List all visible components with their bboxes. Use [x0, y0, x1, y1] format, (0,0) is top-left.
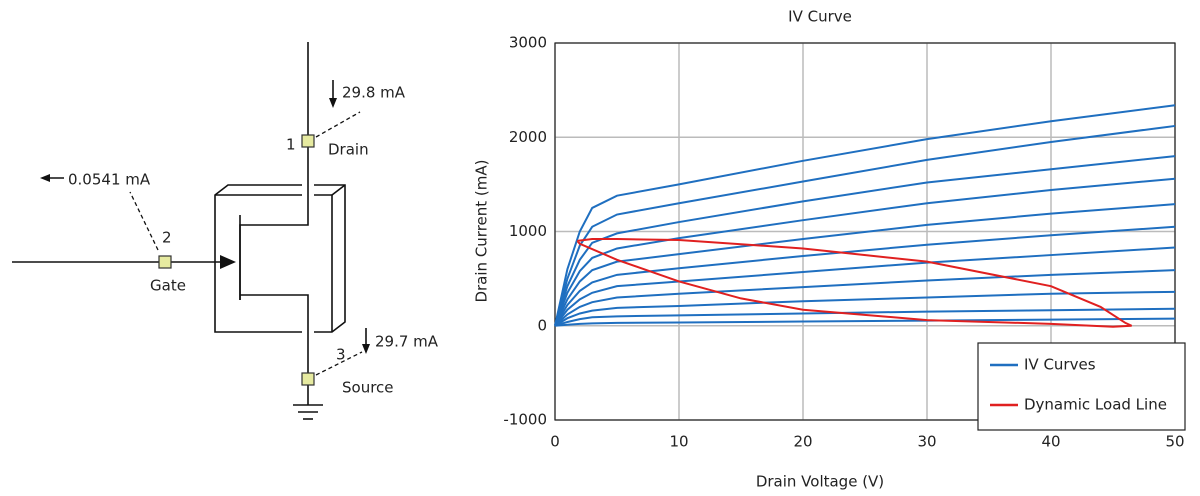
channel — [240, 294, 309, 340]
y-tick-label: 0 — [537, 316, 547, 334]
x-tick-label: 50 — [1165, 433, 1184, 451]
curve — [554, 177, 1176, 327]
x-tick-label: 40 — [1041, 433, 1060, 451]
curve — [554, 246, 1176, 327]
y-axis-label: Drain Current (mA) — [473, 159, 491, 302]
y-tick-label: 3000 — [509, 34, 547, 52]
pin-label: Source — [342, 379, 394, 397]
x-tick-label: 20 — [793, 433, 812, 451]
leader — [315, 351, 363, 376]
transistor-body — [214, 184, 346, 333]
circuit: 29.8 mA 0.0541 mA 29.7 mA 1 Drain 2 Gate… — [12, 42, 439, 420]
curve — [554, 307, 1176, 327]
y-tick-label: -1000 — [503, 411, 547, 429]
x-axis-label: Drain Voltage (V) — [756, 473, 884, 491]
chart-title: IV Curve — [788, 8, 852, 26]
wire-gap — [302, 180, 314, 340]
pin — [301, 372, 315, 386]
plot-frame — [554, 42, 1176, 421]
pin — [158, 255, 172, 269]
body-edge — [331, 184, 346, 196]
curve — [554, 124, 1176, 327]
leader — [315, 111, 361, 138]
curve — [554, 155, 1176, 327]
current-arrow — [40, 174, 50, 182]
pin-label: Drain — [328, 141, 369, 159]
current-label: 29.8 mA — [342, 84, 406, 102]
curve — [554, 317, 1176, 327]
legend-label: IV Curves — [1024, 356, 1096, 374]
pin-number: 2 — [162, 229, 172, 247]
y-tick-label: 2000 — [509, 128, 547, 146]
curve — [554, 225, 1176, 327]
pin-number: 3 — [336, 346, 346, 364]
curve — [554, 269, 1176, 327]
current-arrow — [362, 344, 370, 354]
curve — [554, 203, 1176, 327]
chart: IV Curve Drain Voltage (V) Drain Current… — [473, 8, 885, 491]
x-tick-label: 30 — [917, 433, 936, 451]
y-tick-label: 1000 — [509, 222, 547, 240]
leader — [129, 191, 159, 251]
curve — [554, 104, 1176, 326]
gate-arrow — [220, 255, 236, 269]
legend-label: Dynamic Load Line — [1024, 396, 1167, 414]
curve — [576, 238, 1133, 328]
x-tick-label: 0 — [550, 433, 560, 451]
current-label: 0.0541 mA — [68, 171, 151, 189]
pin-number: 1 — [286, 136, 296, 154]
current-label: 29.7 mA — [375, 333, 439, 351]
legend — [977, 342, 1186, 431]
current-arrow — [329, 98, 337, 108]
pin-label: Gate — [150, 277, 186, 295]
pin — [301, 134, 315, 148]
curve — [554, 290, 1176, 327]
x-tick-label: 10 — [669, 433, 688, 451]
